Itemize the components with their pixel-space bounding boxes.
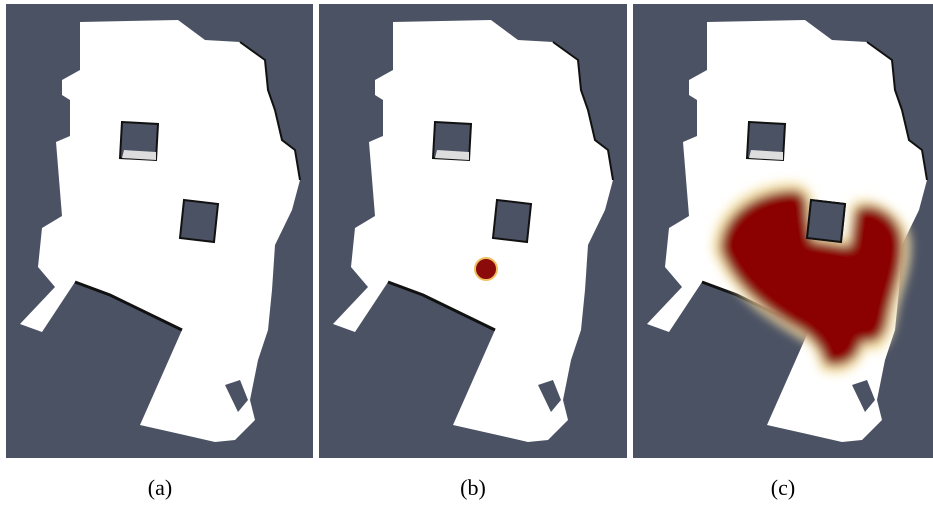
caption: (a) [148, 475, 172, 500]
obstacle [807, 200, 845, 242]
caption: (b) [460, 475, 486, 500]
panel-a [6, 4, 313, 458]
start-region [475, 258, 497, 280]
caption: (c) [771, 475, 795, 500]
figure: (a) (b) (c) [0, 0, 933, 507]
panel-b [319, 4, 627, 458]
panel-c [633, 4, 933, 458]
